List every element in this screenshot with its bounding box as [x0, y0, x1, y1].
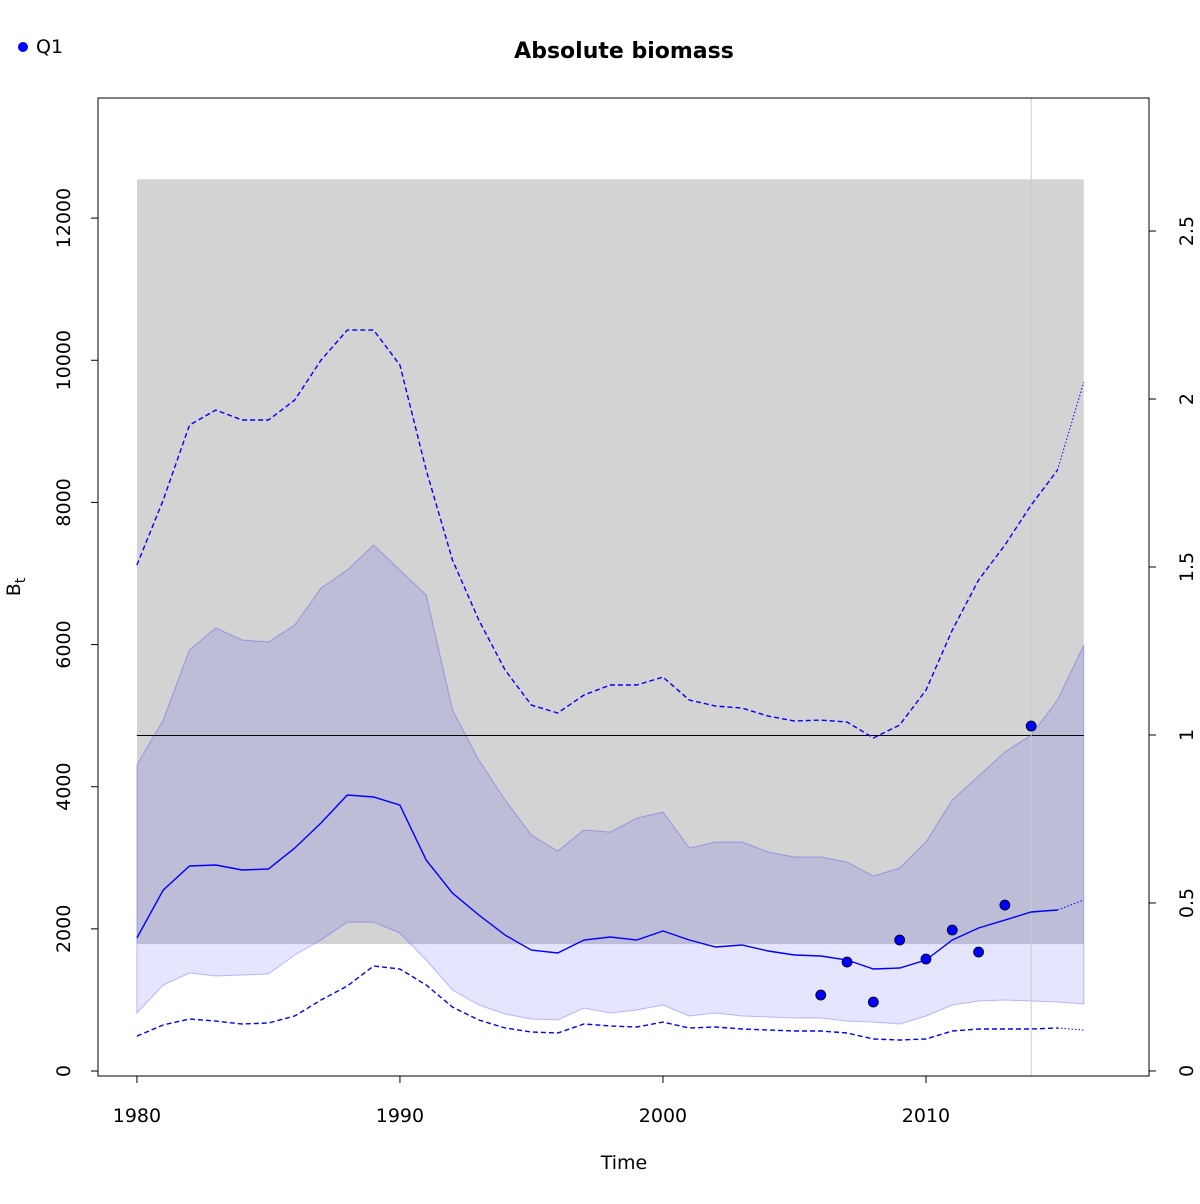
- plot-area: [136, 98, 1085, 1076]
- data-point: [1025, 720, 1037, 732]
- y-axis-label-sub: t: [13, 577, 29, 583]
- y-tick-label: 12000: [53, 188, 75, 248]
- series-line: [136, 794, 1058, 970]
- y2-tick-label: 2.5: [1176, 216, 1198, 246]
- data-point: [920, 953, 932, 965]
- data-point: [867, 996, 879, 1008]
- data-point: [946, 924, 958, 936]
- x-tick-label: 1990: [376, 1105, 424, 1127]
- series-line: [1057, 1027, 1084, 1031]
- y-tick-label: 8000: [53, 478, 75, 526]
- series-line: [136, 965, 1058, 1041]
- x-axis-label: Time: [600, 1152, 648, 1174]
- y-tick-label: 6000: [53, 620, 75, 668]
- x-tick-label: 2000: [639, 1105, 687, 1127]
- y2-tick-label: 1: [1176, 729, 1198, 741]
- x-tick-label: 2010: [902, 1105, 950, 1127]
- x-tick-label: 1980: [113, 1105, 161, 1127]
- plot-frame: [97, 97, 1150, 1077]
- y-tick-label: 10000: [53, 330, 75, 390]
- data-point: [973, 946, 984, 958]
- y-axis-label: Bt: [3, 577, 29, 596]
- y-tick-label: 2000: [53, 905, 75, 953]
- y-tick-label: 4000: [53, 763, 75, 811]
- y-axis-label-main: B: [3, 583, 25, 596]
- series-line: [1057, 381, 1085, 471]
- reference-region: [136, 179, 1084, 945]
- data-point: [841, 956, 853, 968]
- data-point: [999, 899, 1011, 911]
- data-point: [894, 934, 906, 946]
- series-line: [1057, 899, 1084, 911]
- chart-title: Absolute biomass: [514, 39, 734, 64]
- legend-marker: [18, 42, 28, 52]
- confidence-band: [136, 544, 1085, 1025]
- y-tick-label: 0: [53, 1065, 75, 1077]
- data-point: [815, 989, 827, 1001]
- y2-tick-label: 0: [1176, 1065, 1198, 1077]
- series-line: [136, 329, 1059, 739]
- y2-tick-label: 2: [1176, 393, 1198, 405]
- y2-tick-label: 0.5: [1176, 888, 1198, 918]
- legend-label: Q1: [36, 36, 63, 58]
- y2-tick-label: 1.5: [1176, 552, 1198, 582]
